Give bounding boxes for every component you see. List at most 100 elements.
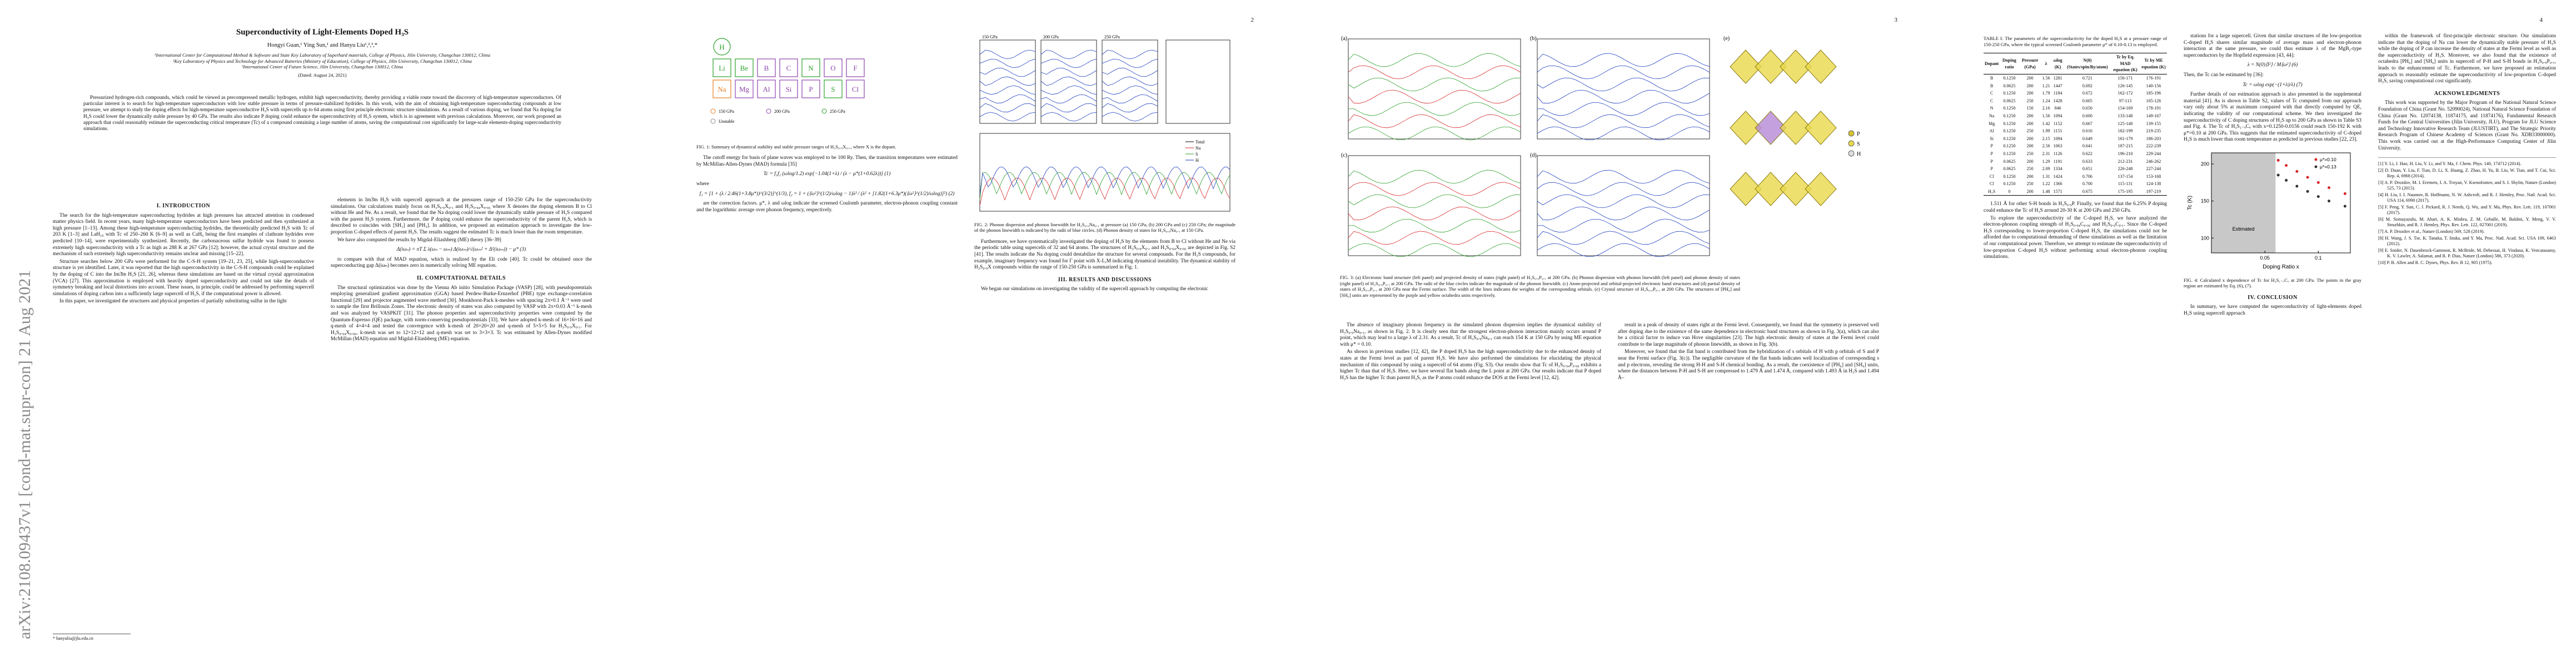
- section-heading: IV. CONCLUSION: [2248, 294, 2298, 301]
- dos-curve: [979, 166, 1230, 195]
- table-cell: 0.672: [2082, 91, 2092, 96]
- figure-caption: FIG. 4: Calculated x dependence of Tc fo…: [2184, 277, 2361, 289]
- band-line: [1537, 89, 1710, 104]
- table-row: Na 0.1250 200 1.56 1094 0.600 133-148 149-167: [1984, 112, 2167, 120]
- table-cell: 0.1250: [2003, 75, 2016, 81]
- authors: Hongyi Guan,¹ Ying Sun,¹ and Hanyu Liu¹,…: [267, 42, 378, 48]
- table-cell: 185-196: [2146, 91, 2161, 96]
- paragraph: Furthermore, we have systematically inve…: [974, 238, 1235, 271]
- column: result in a peak of density of states ri…: [1618, 322, 1879, 382]
- table-cell: 161-179: [2117, 136, 2133, 141]
- table-row: N 0.1250 150 2.16 846 0.656 154-169 178-191: [1984, 104, 2167, 112]
- band-line: [1537, 170, 1710, 184]
- table-cell: 0.721: [2082, 75, 2092, 81]
- column: elements in Im3̄m H₃S with supercell app…: [331, 197, 592, 344]
- element-box: [757, 58, 776, 77]
- date: (Dated: August 24, 2021): [298, 72, 347, 78]
- element-box: [757, 79, 776, 98]
- figure-1: H Li Be B C N O F Na Mg Al Si P S Cl 150 GPa 200 GPa 250 …: [710, 38, 865, 124]
- y-axis-label: Tc (K): [2187, 196, 2193, 210]
- phonon-branch: [1102, 94, 1158, 104]
- element-symbol: C: [786, 64, 791, 72]
- table-cell: C: [1990, 91, 1994, 96]
- legend-label: S: [1195, 152, 1198, 157]
- table-cell: 1.56: [2042, 113, 2050, 118]
- table-cell: 250: [2026, 181, 2034, 187]
- table-cell: 0.667: [2082, 121, 2092, 126]
- panel-label: (d): [1530, 152, 1537, 158]
- paragraph: The absence of imaginary phonon frequenc…: [1340, 322, 1601, 347]
- table-cell: 200: [2026, 121, 2034, 126]
- element-symbol: O: [830, 64, 835, 72]
- table-cell: 97-113: [2119, 98, 2132, 103]
- x-tick-label: 0.1: [2315, 255, 2322, 261]
- legend-marker: [710, 118, 716, 124]
- y-tick-label: 100: [2201, 235, 2209, 241]
- figure-4: Estimated 0.05 0.1 100 150 200 Doping Ratio x T…: [2187, 152, 2351, 270]
- table-cell: 0.641: [2082, 143, 2092, 149]
- table-cell: 846: [2054, 106, 2061, 111]
- table-cell: 200: [2026, 75, 2034, 81]
- abstract: Pressurized hydrogen-rich compounds, whi…: [83, 94, 561, 132]
- element-symbol: H: [719, 43, 724, 51]
- octahedron: [1805, 111, 1837, 145]
- table-cell: 1.79: [2042, 91, 2050, 96]
- table-cell: 1094: [2053, 136, 2062, 141]
- data-point: [2328, 186, 2331, 190]
- panel-label: 200 GPa: [1043, 34, 1059, 39]
- element-symbol: S: [831, 85, 835, 93]
- column: 150 GPa 200 GPa 250 GPa Total Na S H FIG. 2: P…: [974, 33, 1235, 294]
- data-point: [2343, 192, 2346, 195]
- table-header-cell: Dopant: [1985, 61, 1999, 66]
- table: Dopant Doping ratio Pressure (GPa) λ ωlog (K…: [1984, 53, 2167, 196]
- table-cell: 153-168: [2146, 173, 2161, 179]
- element-box: [779, 79, 798, 98]
- table-cell: 197-219: [2146, 188, 2161, 194]
- element-symbol: N: [808, 64, 814, 72]
- table-cell: 2.16: [2042, 106, 2050, 111]
- element-box: [712, 79, 731, 98]
- figure-caption: FIG. 3: (a) Electronic band structure (l…: [1340, 275, 1740, 298]
- panel-label: (e): [1723, 36, 1730, 42]
- phonon-branch: [1040, 103, 1097, 113]
- table-cell: 176-191: [2146, 75, 2161, 81]
- table-cell: 250: [2026, 166, 2034, 172]
- element-box: [735, 79, 754, 98]
- table-cell: 1.99: [2042, 128, 2050, 134]
- table-cell: 196-210: [2117, 151, 2133, 156]
- legend-marker: [1848, 130, 1855, 137]
- table-cell: 0.649: [2082, 136, 2092, 141]
- band-line: [1537, 243, 1710, 257]
- column: TABLE I: The parameters of the supercond…: [1984, 33, 2167, 262]
- phonon-branch: [979, 76, 1036, 86]
- legend-marker: [821, 108, 827, 114]
- phonon-branch: [979, 49, 1036, 59]
- table-cell: 1.29: [2042, 158, 2050, 164]
- dos-curve: [979, 172, 1230, 201]
- panel: [1040, 39, 1097, 124]
- table-cell: 150: [2026, 106, 2034, 111]
- table-cell: 222-239: [2146, 143, 2161, 149]
- band-line: [1348, 231, 1521, 245]
- octahedron: [1780, 49, 1812, 84]
- phonon-branch: [1040, 112, 1097, 122]
- figure-caption: FIG. 1: Summary of dynamical stability a…: [696, 143, 896, 150]
- equation: Tc = f₁f₂ (ωlog/1.2) exp[−1.04(1+λ) / (λ…: [763, 171, 891, 177]
- table-cell: N: [1990, 106, 1994, 111]
- table-cell: Cl: [1989, 173, 1994, 179]
- octahedron: [1730, 111, 1762, 145]
- page-1: arXiv:2108.09437v1 [cond-mat.supr-con] 2…: [0, 0, 644, 667]
- phonon-branch: [1040, 94, 1097, 104]
- table-row: P 0.1250 250 2.31 1126 0.622 196-210 229-244: [1984, 150, 2167, 158]
- element-box: [779, 58, 798, 77]
- table-cell: 200: [2026, 136, 2034, 141]
- table-cell: 0.622: [2082, 151, 2092, 156]
- table-row: P 0.0625 200 1.29 1191 0.633 212-231 246-262: [1984, 158, 2167, 166]
- reference: [4] H. Liu, I. I. Naumov, R. Hoffmann, N…: [2378, 192, 2556, 203]
- panel-label: (a): [1341, 36, 1347, 42]
- column: The absence of imaginary phonon frequenc…: [1340, 322, 1601, 382]
- table-cell: 0.1250: [2003, 121, 2016, 126]
- equation: Δ(iωₙ) = πT Σ λ(ωₙ − ωₘ) Δ(iωₘ)/√(ωₘ² + …: [396, 247, 526, 253]
- band-line: [1537, 218, 1710, 233]
- table-cell: 0.1250: [2003, 128, 2016, 134]
